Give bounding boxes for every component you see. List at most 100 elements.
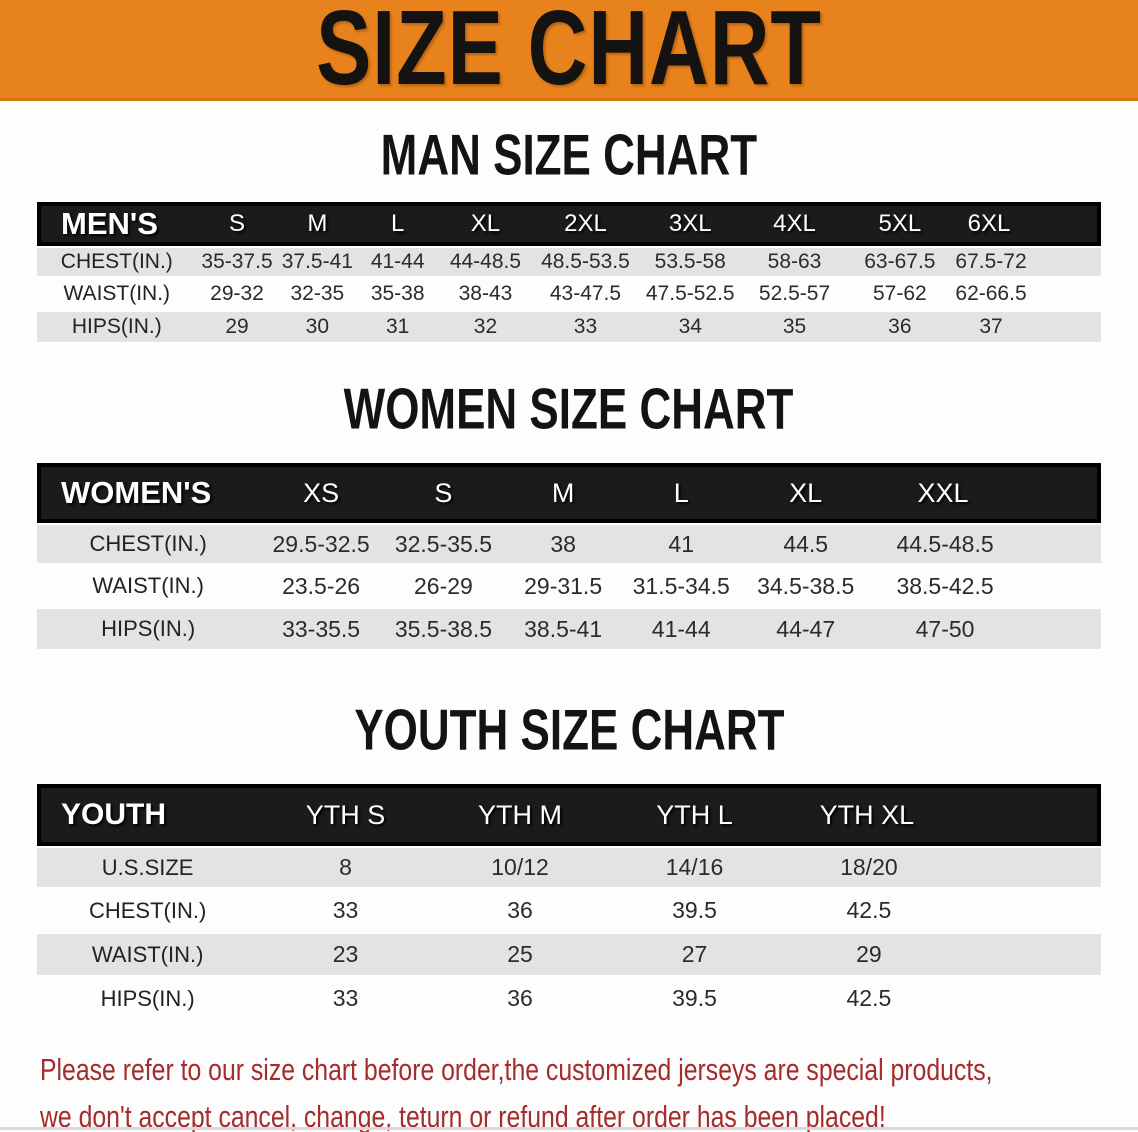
measurement-value-cell: 26-29 [382,566,505,609]
size-column-header: 6XL [953,202,1101,246]
measurement-value-cell: 36 [432,890,608,934]
measurement-value-cell: 34.5-38.5 [740,566,872,609]
size-column-header: 2XL [532,202,639,246]
measurement-value-cell: 41-44 [357,246,439,279]
measurement-value-cell: 18/20 [781,846,1101,890]
mens-table-header: MEN'S S M L XL 2XL 3XL 4XL 5XL 6XL [37,202,1101,246]
measurement-value-cell: 32-35 [277,279,358,312]
measurement-value-cell: 33 [258,978,433,1022]
youth-section-heading: YOUTH SIZE CHART [353,697,785,763]
measurement-value-cell: 39.5 [607,890,782,934]
measurement-value-cell: 29 [196,312,278,345]
measurement-value-cell: 52.5-57 [742,279,847,312]
measurement-value-cell: 41-44 [622,609,741,652]
youth-table-body: U.S.SIZE 8 10/12 14/16 18/20 CHEST(IN.) 33 36 39… [37,846,1101,1022]
womens-table-header: WOMEN'S XS S M L XL XXL [37,463,1101,523]
measurement-value-cell: 47.5-52.5 [638,279,743,312]
size-column-header: YTH XL [781,784,1101,846]
womens-size-table: WOMEN'S XS S M L XL XXL CHEST(IN.) 29.5-32.5 32.… [37,463,1101,652]
measurement-row: WAIST(IN.) 23 25 27 29 [37,934,1101,978]
measurement-value-cell: 38.5-42.5 [871,566,1101,609]
measurement-value-cell: 44.5-48.5 [871,523,1101,566]
measurement-value-cell: 32.5-35.5 [382,523,505,566]
measurement-value-cell: 8 [258,846,433,890]
measurement-value-cell: 36 [432,978,608,1022]
measurement-row: HIPS(IN.) 33 36 39.5 42.5 [37,978,1101,1022]
size-column-header: L [357,202,439,246]
measurement-value-cell: 29.5-32.5 [259,523,383,566]
mens-table-body: CHEST(IN.) 35-37.5 37.5-41 41-44 44-48.5 48.5… [37,246,1101,345]
measurement-value-cell: 57-62 [846,279,954,312]
measurement-value-cell: 29-32 [196,279,278,312]
measurement-value-cell: 33 [532,312,639,345]
measurement-value-cell: 35-38 [357,279,439,312]
size-column-header: 4XL [742,202,847,246]
measurement-value-cell: 42.5 [781,978,1101,1022]
measurement-value-cell: 43-47.5 [532,279,639,312]
measurement-row: WAIST(IN.) 29-32 32-35 35-38 38-43 43-47.5 47.… [37,279,1101,312]
disclaimer-line-1: Please refer to our size chart before or… [40,1052,993,1087]
size-column-header: M [504,463,623,523]
size-column-header: YTH L [607,784,782,846]
table-header-row: MEN'S S M L XL 2XL 3XL 4XL 5XL 6XL [37,202,1101,246]
measurement-label-cell: WAIST(IN.) [37,279,197,312]
measurement-value-cell: 34 [638,312,743,345]
measurement-value-cell: 32 [438,312,533,345]
measurement-value-cell: 67.5-72 [953,246,1101,279]
size-column-header: XS [259,463,383,523]
size-column-header: XL [740,463,872,523]
measurement-value-cell: 58-63 [742,246,847,279]
size-column-header: 5XL [846,202,954,246]
measurement-label-cell: HIPS(IN.) [37,609,260,652]
measurement-row: HIPS(IN.) 33-35.5 35.5-38.5 38.5-41 41-44 44-… [37,609,1101,652]
size-column-header: S [196,202,278,246]
size-column-header: YTH M [432,784,608,846]
measurement-row: CHEST(IN.) 33 36 39.5 42.5 [37,890,1101,934]
measurement-label-cell: CHEST(IN.) [37,246,197,279]
disclaimer-line-2: we don't accept cancel, change, teturn o… [40,1099,886,1132]
women-section-heading: WOMEN SIZE CHART [344,376,794,442]
measurement-value-cell: 44.5 [740,523,872,566]
measurement-value-cell: 39.5 [607,978,782,1022]
measurement-value-cell: 44-47 [740,609,872,652]
measurement-value-cell: 23 [258,934,433,978]
measurement-value-cell: 38.5-41 [504,609,623,652]
measurement-value-cell: 14/16 [607,846,782,890]
measurement-value-cell: 23.5-26 [259,566,383,609]
table-title-cell: YOUTH [37,784,259,846]
size-column-header: YTH S [258,784,433,846]
measurement-label-cell: CHEST(IN.) [37,523,260,566]
measurement-label-cell: WAIST(IN.) [37,934,259,978]
measurement-value-cell: 41 [622,523,741,566]
man-section-heading: MAN SIZE CHART [380,122,758,188]
table-title-cell: MEN'S [37,202,197,246]
measurement-value-cell: 35 [742,312,847,345]
measurement-value-cell: 38-43 [438,279,533,312]
measurement-row: CHEST(IN.) 29.5-32.5 32.5-35.5 38 41 44.5 44.5… [37,523,1101,566]
measurement-value-cell: 37 [953,312,1101,345]
disclaimer: Please refer to our size chart before or… [40,1046,1138,1132]
measurement-value-cell: 36 [846,312,954,345]
measurement-value-cell: 10/12 [432,846,608,890]
measurement-row: WAIST(IN.) 23.5-26 26-29 29-31.5 31.5-34.5 34… [37,566,1101,609]
size-column-header: XL [438,202,533,246]
size-column-header: M [277,202,358,246]
measurement-value-cell: 33-35.5 [259,609,383,652]
youth-table-header: YOUTH YTH S YTH M YTH L YTH XL [37,784,1101,846]
measurement-value-cell: 63-67.5 [846,246,954,279]
measurement-value-cell: 35.5-38.5 [382,609,505,652]
page-title: SIZE CHART [316,0,822,101]
size-column-header: XXL [871,463,1101,523]
bottom-edge-line [0,1127,1138,1130]
measurement-value-cell: 30 [277,312,358,345]
banner: SIZE CHART [0,0,1138,101]
measurement-label-cell: WAIST(IN.) [37,566,260,609]
measurement-value-cell: 29-31.5 [504,566,623,609]
table-header-row: WOMEN'S XS S M L XL XXL [37,463,1101,523]
measurement-label-cell: CHEST(IN.) [37,890,259,934]
measurement-label-cell: HIPS(IN.) [37,312,197,345]
measurement-value-cell: 27 [607,934,782,978]
size-column-header: 3XL [638,202,743,246]
measurement-label-cell: U.S.SIZE [37,846,259,890]
size-column-header: S [382,463,505,523]
